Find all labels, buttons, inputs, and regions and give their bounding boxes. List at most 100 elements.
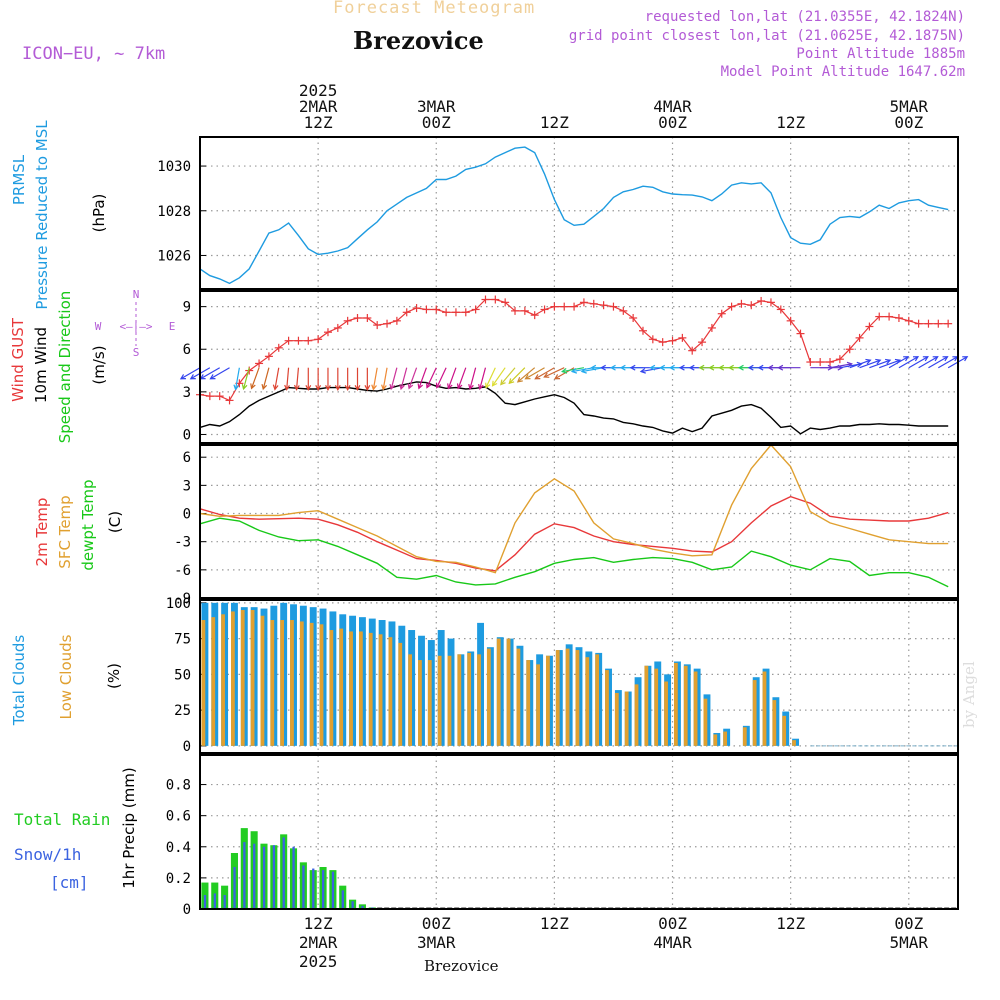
wind-arrow-head: [543, 372, 550, 378]
wind-arrow-head: [609, 364, 616, 371]
low-clouds-bar: [211, 617, 216, 746]
wind-arrow-head: [678, 364, 685, 371]
low-clouds-bar: [664, 681, 668, 746]
wind-arrow-head: [426, 382, 432, 389]
wind-gust-point: [530, 311, 539, 320]
wind-gust-point: [314, 335, 323, 344]
wind-arrow-head: [435, 382, 442, 389]
wind-gust-point: [461, 308, 470, 317]
low-clouds-bar: [290, 620, 294, 746]
low-clouds-bar: [477, 654, 481, 746]
wind-arrow-head: [389, 383, 396, 391]
pressure-unit-label: (hPa): [90, 194, 108, 233]
wind-arrow-shaft: [372, 367, 378, 390]
temp-sfc-label: SFC Temp: [56, 495, 74, 568]
low-clouds-bar: [693, 671, 698, 746]
y-tick-label: 1030: [157, 159, 191, 175]
wind-gust-point: [648, 335, 657, 344]
wind-direction-arrow: [209, 367, 230, 380]
wind-arrow-shaft: [447, 367, 457, 389]
compass-east: E: [169, 320, 176, 333]
wind-gust-point: [274, 343, 283, 352]
temp-2m-label: 2m Temp: [33, 498, 51, 567]
wind-arrow-shaft: [517, 367, 536, 383]
top-time-label: 12Z: [540, 113, 569, 132]
compass-south: S: [133, 346, 140, 359]
low-clouds-bar: [683, 665, 688, 746]
wind-direction-arrow: [580, 367, 604, 374]
y-tick-label: 3: [183, 385, 191, 401]
wind-direction-arrow: [250, 367, 260, 390]
model-name: ICON−EU, ~ 7km: [22, 44, 166, 64]
wind-gust-point: [914, 319, 923, 328]
wind-arrow-head: [500, 379, 506, 386]
wind-arrow-head: [649, 364, 656, 371]
low-clouds-bar: [486, 648, 491, 746]
y-tick-label: 75: [174, 632, 191, 648]
low-clouds-bar: [516, 648, 521, 746]
wind-gust-point: [776, 305, 785, 314]
bottom-time-label: 12Z: [776, 914, 805, 933]
wind-direction-arrow: [305, 367, 312, 391]
low-clouds-bar: [201, 620, 206, 746]
wind-gust-point: [727, 302, 736, 311]
pressure-line: [199, 146, 949, 285]
wind-gust-point: [520, 306, 529, 315]
snow-label: Snow/1h: [14, 845, 81, 864]
bottom-time-label: 12Z: [540, 914, 569, 933]
wind-gust-point: [904, 316, 913, 325]
wind-gust-point: [205, 392, 214, 401]
low-clouds-bar: [536, 664, 540, 746]
wind-direction-arrow: [272, 367, 280, 391]
wind-direction-arrow: [468, 367, 477, 391]
low-clouds-bar: [408, 654, 412, 746]
wind-direction-arrow: [261, 367, 270, 391]
wind-direction-arrow: [389, 367, 398, 391]
y-tick-label: 0: [183, 427, 191, 443]
low-clouds-bar: [280, 620, 285, 746]
wind-arrow-head: [407, 383, 414, 390]
wind-direction-arrow: [284, 367, 290, 391]
wind-arrow-shaft: [400, 367, 408, 390]
wind-gust-point: [845, 345, 854, 354]
low-clouds-bar: [624, 691, 629, 746]
wind-direction-arrow: [508, 367, 526, 385]
wind-arrow-shaft: [250, 367, 260, 389]
wind-arrow-head: [600, 364, 606, 371]
wind-arrow-shaft: [918, 356, 938, 369]
wind-gust-point: [284, 336, 293, 345]
wind-arrow-head: [478, 383, 484, 391]
wind-arrow-head: [293, 384, 300, 391]
wind-gust-point: [422, 305, 431, 314]
wind-direction-arrow: [233, 367, 240, 391]
snow-bar: [262, 846, 266, 909]
compass-north: N: [133, 288, 140, 301]
low-clouds-bar: [713, 734, 718, 746]
wind-arrow-shaft: [640, 367, 663, 373]
wind-direction-arrow: [777, 364, 801, 371]
wind-panel: 0 3 6 9 Wind GUST 10m Wind Speed and Direction…: [9, 288, 969, 444]
top-time-label: 5MAR: [890, 97, 929, 116]
wind-gust-point: [383, 319, 392, 328]
wind-arrow-shaft: [479, 367, 487, 390]
wind-arrow-head: [698, 364, 705, 371]
wind-arrow-shaft: [492, 367, 506, 387]
wind-arrow-head: [491, 380, 498, 387]
wind-gust-point: [816, 358, 825, 367]
wind-gust-point: [826, 358, 835, 367]
low-clouds-bar: [319, 624, 324, 746]
wind-direction-arrow: [918, 356, 939, 369]
low-clouds-bar: [585, 657, 590, 746]
wind-direction-arrow: [293, 367, 300, 391]
pressure-label-description: Pressure Reduced to MSL: [33, 120, 51, 310]
clouds-panel: 0 25 50 75 100 Total Clouds Low Clouds (%): [10, 596, 959, 755]
low-clouds-bar: [703, 698, 708, 746]
wind-arrow-shaft: [888, 356, 909, 369]
wind-arrow-shaft: [500, 367, 516, 385]
wind-arrow-head: [447, 383, 453, 390]
y-tick-label: -6: [174, 563, 191, 579]
wind-direction-arrow: [417, 367, 427, 390]
wind-direction-arrow: [524, 367, 545, 380]
